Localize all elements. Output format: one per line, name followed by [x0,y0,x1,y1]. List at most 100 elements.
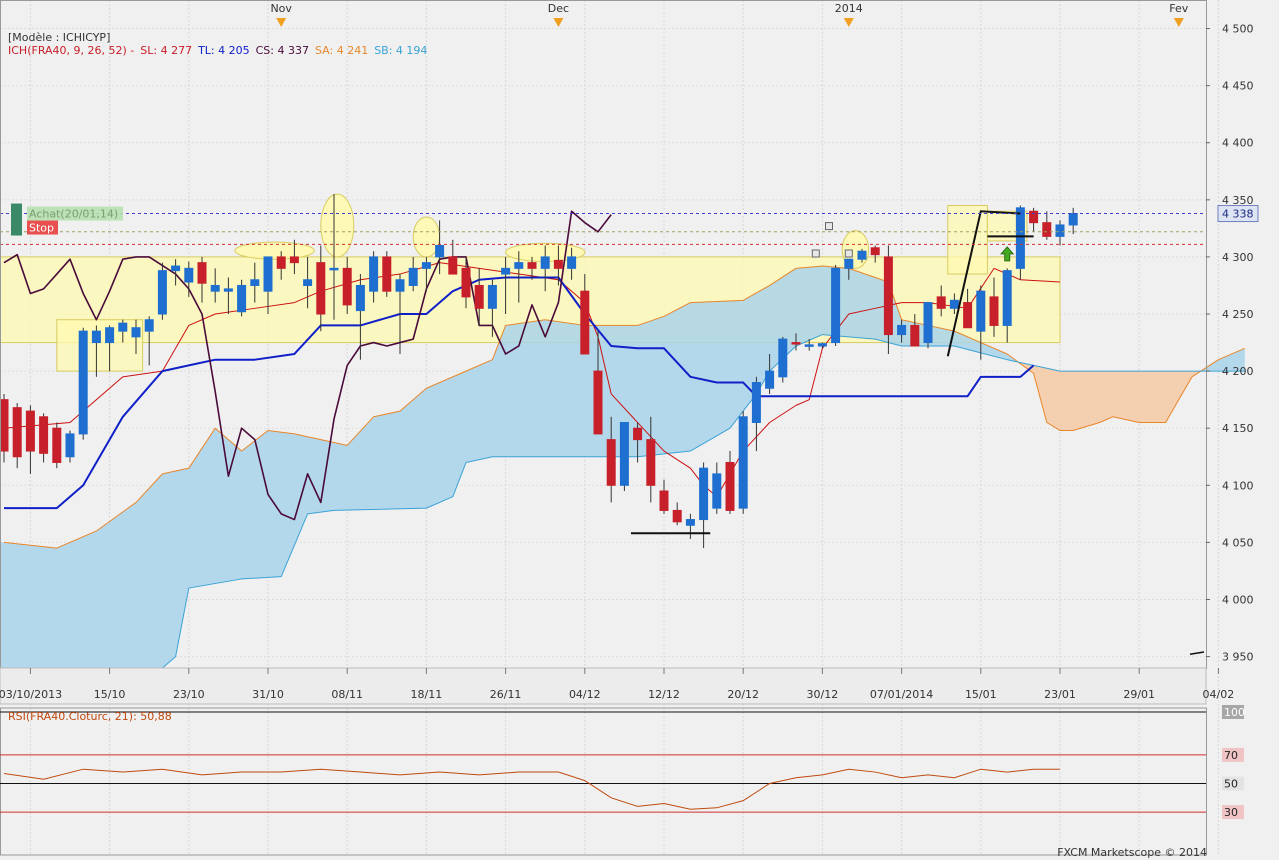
candle[interactable] [1068,207,1078,235]
candle[interactable] [65,430,75,463]
candle[interactable] [303,256,313,309]
candle[interactable] [78,327,88,440]
candle[interactable] [131,319,141,354]
candle[interactable] [355,274,365,360]
candle[interactable] [12,403,22,469]
candle[interactable] [1055,220,1065,246]
candle[interactable] [514,251,524,303]
candle[interactable] [342,256,352,315]
candle[interactable] [316,245,326,332]
candle[interactable] [949,293,959,315]
candle[interactable] [329,194,339,320]
candle[interactable] [144,316,154,366]
candle[interactable] [527,256,537,280]
candle[interactable] [883,245,893,354]
candle[interactable] [184,261,194,297]
candle[interactable] [421,256,431,292]
candle[interactable] [712,462,722,514]
candle[interactable] [989,277,999,337]
candle[interactable] [593,331,603,435]
candle[interactable] [237,279,247,317]
candle[interactable] [567,247,577,280]
candle[interactable] [197,256,207,303]
candle[interactable] [118,319,128,343]
candle[interactable] [276,251,286,280]
candle[interactable] [633,422,643,463]
candle-body [738,416,748,509]
y-tick-label: 4 400 [1222,137,1254,150]
candle-body [421,262,431,269]
candle[interactable] [619,421,629,492]
candle[interactable] [289,239,299,275]
candle[interactable] [897,319,907,343]
candle[interactable] [250,262,260,303]
x-tick-label: 23/01 [1044,688,1076,701]
candle[interactable] [105,325,115,372]
candle[interactable] [844,258,854,280]
candle[interactable] [778,336,788,383]
candle[interactable] [857,248,867,263]
candle[interactable] [936,285,946,317]
candle[interactable] [408,256,418,292]
candle[interactable] [791,333,801,351]
candle[interactable] [435,220,445,275]
candle[interactable] [474,268,484,326]
y-tick-label: 4 100 [1222,479,1254,492]
candle[interactable] [395,274,405,354]
candle[interactable] [725,451,735,514]
candle-body [250,279,260,286]
candle[interactable] [382,251,392,297]
candle[interactable] [263,256,273,315]
candle[interactable] [369,251,379,303]
candle[interactable] [91,325,101,377]
candle[interactable] [171,259,181,286]
candle[interactable] [157,262,167,320]
candle[interactable] [646,416,656,503]
candle[interactable] [963,288,973,329]
candle[interactable] [39,413,49,463]
candle[interactable] [501,256,511,315]
candle[interactable] [659,479,669,514]
candle[interactable] [553,245,563,286]
candle[interactable] [685,513,695,539]
candle[interactable] [25,405,35,474]
candle[interactable] [910,314,920,347]
candle-body [963,302,973,329]
x-tick-label: 30/12 [807,688,839,701]
candle[interactable] [738,411,748,514]
achat-label-bg [27,206,123,221]
candle-body [633,427,643,441]
current-price-box [1217,205,1259,223]
highlight-zone [56,319,144,372]
candle[interactable] [52,422,62,469]
candle[interactable] [1042,211,1052,240]
candle[interactable] [976,285,986,360]
rsi-level-box [1222,805,1244,820]
current-price-label: 4 338 [1222,208,1254,221]
candle[interactable] [804,339,814,351]
x-tick-label: 26/11 [490,688,522,701]
candle[interactable] [1029,207,1039,232]
candle[interactable] [540,245,550,292]
buy-arrow-icon [1000,246,1015,262]
candle[interactable] [672,502,682,526]
candle[interactable] [765,353,775,394]
candle[interactable] [817,342,827,349]
candle[interactable] [831,264,841,346]
candle[interactable] [1002,268,1012,343]
candle[interactable] [223,277,233,315]
candle[interactable] [870,245,880,263]
candle[interactable] [0,393,9,463]
candle[interactable] [487,279,497,337]
candle[interactable] [606,416,616,503]
candle[interactable] [751,376,761,452]
candle[interactable] [1015,205,1025,280]
candle[interactable] [580,274,590,355]
candle[interactable] [923,302,933,349]
candles[interactable] [0,194,1078,549]
candle[interactable] [210,268,220,303]
candle-body [514,262,524,269]
y-tick-label: 4 150 [1222,422,1254,435]
candle[interactable] [461,256,471,309]
